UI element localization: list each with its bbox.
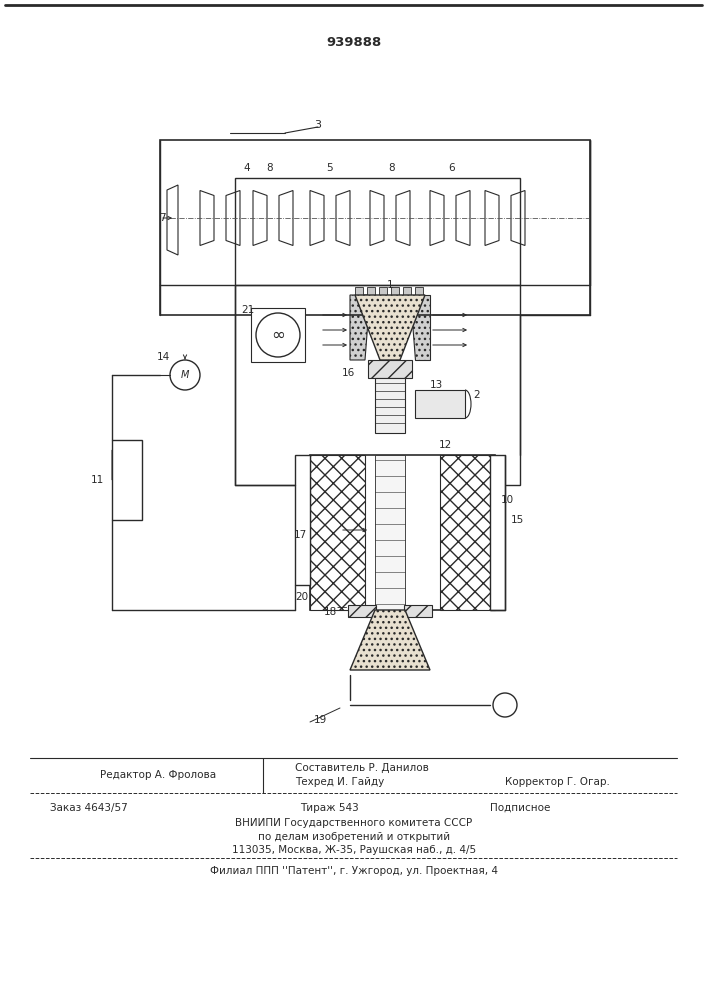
Text: ∞: ∞ <box>271 326 285 344</box>
Text: 20: 20 <box>296 592 308 602</box>
Polygon shape <box>410 295 430 360</box>
Bar <box>415 287 423 295</box>
Bar <box>235 285 520 485</box>
Text: ∞: ∞ <box>271 326 285 344</box>
Text: 2: 2 <box>474 390 480 400</box>
Text: 8: 8 <box>267 163 274 173</box>
Text: Техред И. Гайду: Техред И. Гайду <box>295 777 384 787</box>
Bar <box>295 455 310 585</box>
Bar <box>375 455 405 610</box>
Text: Редактор А. Фролова: Редактор А. Фролова <box>100 770 216 780</box>
Text: 16: 16 <box>341 368 355 378</box>
Bar <box>403 287 411 295</box>
Polygon shape <box>253 190 267 245</box>
Bar <box>310 455 365 610</box>
Text: 19: 19 <box>313 715 327 725</box>
Polygon shape <box>112 450 127 480</box>
Circle shape <box>256 313 300 357</box>
Text: 6: 6 <box>449 163 455 173</box>
Text: Заказ 4643/57: Заказ 4643/57 <box>50 803 128 813</box>
Text: Подписное: Подписное <box>490 803 550 813</box>
Bar <box>391 287 399 295</box>
Text: 11: 11 <box>90 475 104 485</box>
Text: 939888: 939888 <box>327 35 382 48</box>
Polygon shape <box>430 190 444 245</box>
Text: 3: 3 <box>315 120 322 130</box>
Text: 5: 5 <box>327 163 333 173</box>
Text: M: M <box>181 370 189 380</box>
Circle shape <box>493 693 517 717</box>
Bar <box>235 178 520 285</box>
Bar <box>375 378 405 433</box>
Text: 14: 14 <box>156 352 170 362</box>
Text: 15: 15 <box>510 515 524 525</box>
Text: 13: 13 <box>429 380 443 390</box>
Text: Составитель Р. Данилов: Составитель Р. Данилов <box>295 763 429 773</box>
Text: 21: 21 <box>241 305 255 315</box>
Text: 1: 1 <box>387 280 393 290</box>
Text: 17: 17 <box>293 530 307 540</box>
Polygon shape <box>355 295 425 360</box>
Bar <box>355 287 363 295</box>
Polygon shape <box>511 190 525 245</box>
Polygon shape <box>370 190 384 245</box>
Polygon shape <box>310 190 324 245</box>
Text: 4: 4 <box>244 163 250 173</box>
Polygon shape <box>226 190 240 245</box>
Bar <box>368 360 412 378</box>
Text: Филиал ППП ''Патент'', г. Ужгород, ул. Проектная, 4: Филиал ППП ''Патент'', г. Ужгород, ул. П… <box>210 866 498 876</box>
Bar <box>490 455 505 610</box>
Text: Корректор Г. Огар.: Корректор Г. Огар. <box>505 777 610 787</box>
Bar <box>160 140 590 315</box>
Bar <box>379 287 387 295</box>
Bar <box>310 455 495 610</box>
Bar <box>415 390 465 418</box>
Polygon shape <box>456 190 470 245</box>
Circle shape <box>256 313 300 357</box>
Bar <box>404 605 432 617</box>
Polygon shape <box>350 610 430 670</box>
Polygon shape <box>127 480 142 500</box>
Polygon shape <box>336 190 350 245</box>
Bar <box>251 308 305 362</box>
Polygon shape <box>350 295 370 360</box>
Bar <box>440 455 495 610</box>
Text: —: — <box>337 602 347 612</box>
Text: 18: 18 <box>323 607 337 617</box>
Text: 12: 12 <box>438 440 452 450</box>
Text: 113035, Москва, Ж-35, Раушская наб., д. 4/5: 113035, Москва, Ж-35, Раушская наб., д. … <box>232 845 476 855</box>
Text: 8: 8 <box>389 163 395 173</box>
Text: Тираж 543: Тираж 543 <box>300 803 358 813</box>
Text: 7: 7 <box>158 213 165 223</box>
Polygon shape <box>200 190 214 245</box>
Polygon shape <box>485 190 499 245</box>
Bar <box>348 605 376 617</box>
Bar <box>367 287 375 295</box>
Polygon shape <box>167 185 178 255</box>
Polygon shape <box>396 190 410 245</box>
Text: по делам изобретений и открытий: по делам изобретений и открытий <box>258 832 450 842</box>
Bar <box>112 440 142 520</box>
Text: 10: 10 <box>501 495 513 505</box>
Circle shape <box>170 360 200 390</box>
Text: ВНИИПИ Государственного комитета СССР: ВНИИПИ Государственного комитета СССР <box>235 818 472 828</box>
Polygon shape <box>279 190 293 245</box>
